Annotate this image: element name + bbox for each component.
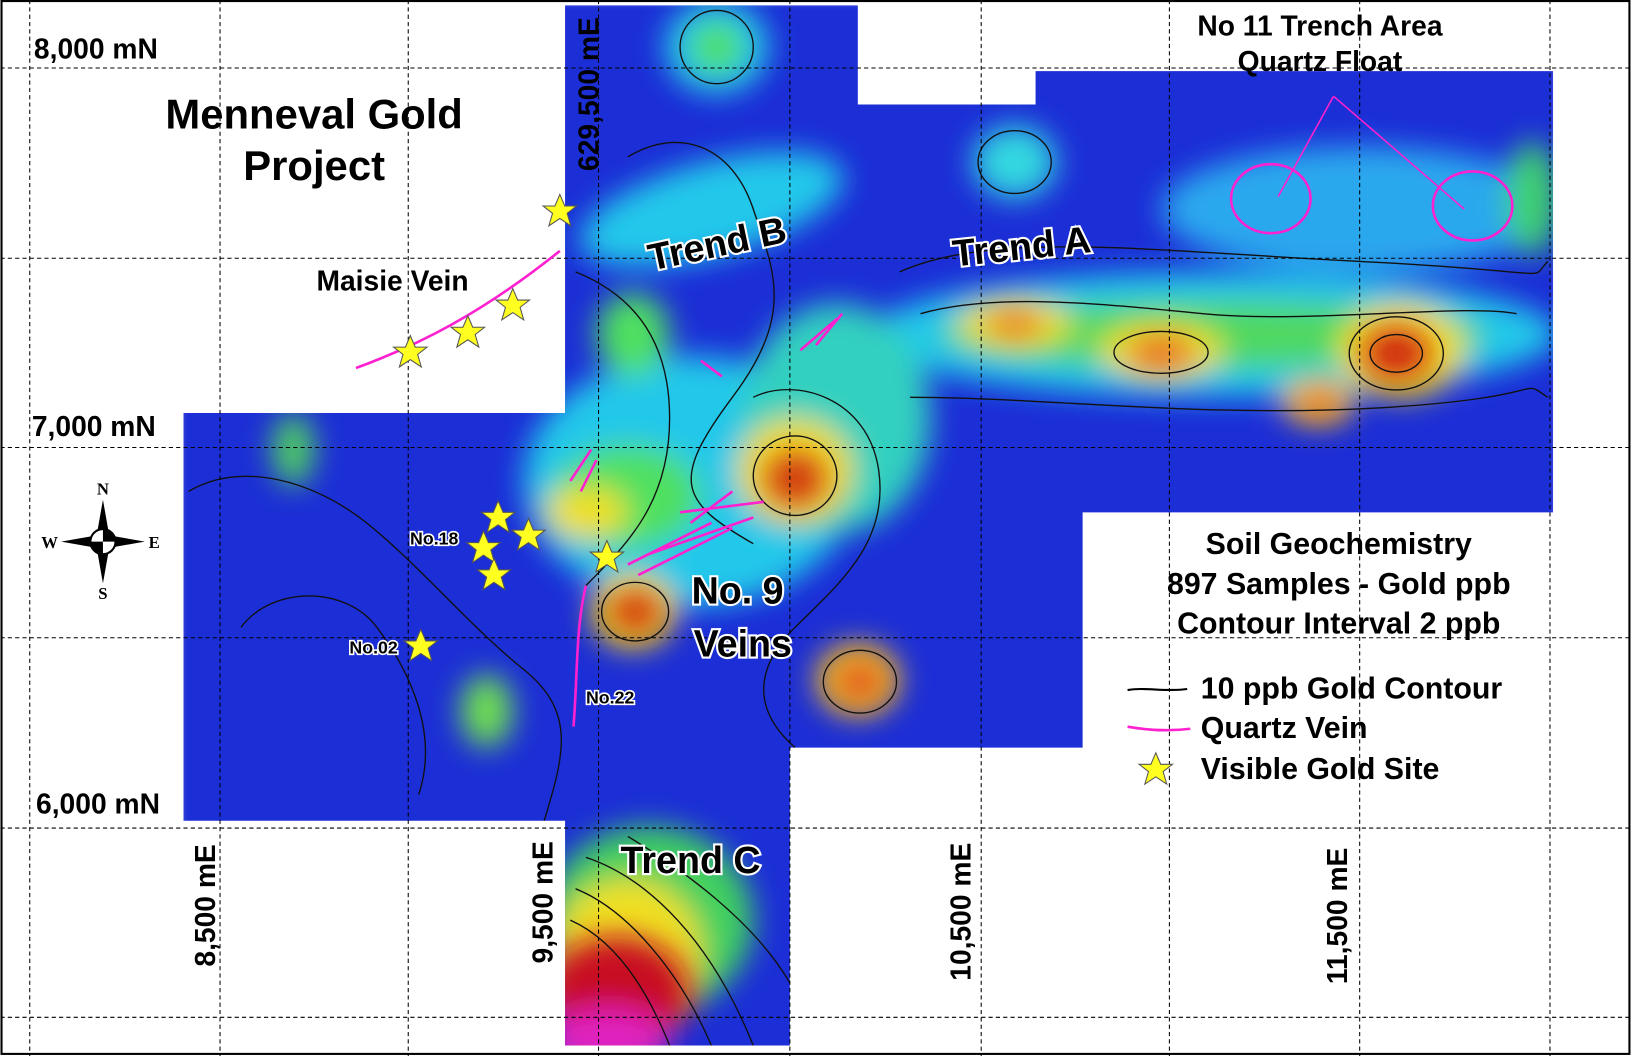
shape	[575, 888, 713, 1046]
shape	[1127, 687, 1188, 692]
shape	[585, 856, 754, 1046]
shape	[575, 271, 671, 586]
site-label: No.18	[410, 529, 458, 549]
shape	[765, 452, 825, 505]
trench-label: No 11 Trench Area	[1197, 10, 1442, 42]
veins-label: No. 9	[692, 569, 784, 611]
shape	[1362, 328, 1430, 379]
easting-label: 11,500 mE	[1321, 848, 1353, 985]
shape	[608, 590, 662, 633]
shape	[627, 835, 791, 984]
title-line: Menneval Gold	[165, 91, 462, 138]
shape	[240, 595, 427, 795]
shape	[920, 300, 1517, 318]
easting-label: 10,500 mE	[945, 843, 977, 981]
shape	[752, 435, 838, 517]
shape	[1369, 333, 1424, 373]
shape	[90, 529, 116, 555]
maisie-label: Maisie Vein	[316, 265, 468, 297]
info-line: 897 Samples - Gold ppb	[1167, 568, 1511, 601]
shape	[579, 151, 844, 267]
shape	[1506, 141, 1554, 257]
shape	[572, 585, 588, 727]
shape	[836, 662, 883, 701]
shape	[569, 448, 598, 492]
easting-label: 629,500 mE	[573, 17, 605, 171]
compass-north: N	[97, 480, 109, 499]
site-label: No.22	[586, 688, 634, 708]
trench-label: Quartz Float	[1238, 45, 1403, 77]
legend: 10 ppb Gold Contour Quartz Vein Visible …	[1127, 672, 1503, 786]
shape	[627, 490, 764, 577]
compass-east: E	[149, 533, 160, 552]
northing-label: 8,000 mN	[34, 33, 158, 65]
title-line: Project	[243, 142, 385, 189]
shape	[1301, 393, 1339, 415]
legend-label: Quartz Vein	[1201, 712, 1368, 745]
shape	[977, 130, 1052, 195]
labels: Menneval Gold Project 8,000 mN 7,000 mN …	[32, 10, 1511, 985]
shape	[544, 1008, 670, 1046]
legend-label: 10 ppb Gold Contour	[1201, 672, 1503, 705]
easting-label: 8,500 mE	[189, 844, 221, 966]
veins-label: Veins	[694, 623, 792, 665]
shape	[700, 359, 723, 378]
shape	[460, 674, 513, 748]
shape	[627, 141, 775, 545]
compass: N S W E	[41, 480, 159, 604]
shape	[679, 9, 754, 85]
shape	[570, 919, 671, 1046]
compass-south: S	[98, 584, 107, 603]
trench-markers	[1229, 95, 1514, 242]
easting-label: 9,500 mE	[527, 841, 559, 963]
compass-west: W	[41, 533, 58, 552]
shape	[799, 312, 844, 352]
shape	[972, 125, 1057, 199]
shape	[596, 292, 670, 377]
shape	[690, 20, 743, 74]
northing-label: 6,000 mN	[36, 787, 160, 819]
info-line: Soil Geochemistry	[1206, 528, 1472, 561]
shape	[600, 581, 670, 642]
info-line: Contour Interval 2 ppb	[1177, 608, 1500, 641]
legend-label: Visible Gold Site	[1201, 753, 1440, 786]
shape	[355, 249, 561, 370]
northing-label: 7,000 mN	[32, 410, 156, 442]
quartz-veins	[355, 249, 844, 727]
site-label: No.02	[349, 637, 397, 657]
shape	[1113, 330, 1209, 374]
shape	[188, 475, 562, 821]
shape	[910, 387, 1549, 412]
shape	[1129, 338, 1193, 369]
shape	[752, 389, 881, 749]
shape	[1127, 725, 1191, 732]
shape	[272, 412, 315, 487]
shape	[988, 313, 1041, 335]
shape	[544, 313, 1430, 1046]
shape	[1229, 162, 1312, 235]
trend-label: Trend C	[620, 839, 760, 881]
shape	[544, 486, 628, 539]
contours	[188, 9, 1549, 1046]
shape	[1348, 316, 1445, 391]
shape	[822, 649, 898, 714]
shape	[899, 246, 1549, 275]
shape	[1431, 170, 1514, 242]
shape	[1277, 95, 1465, 210]
